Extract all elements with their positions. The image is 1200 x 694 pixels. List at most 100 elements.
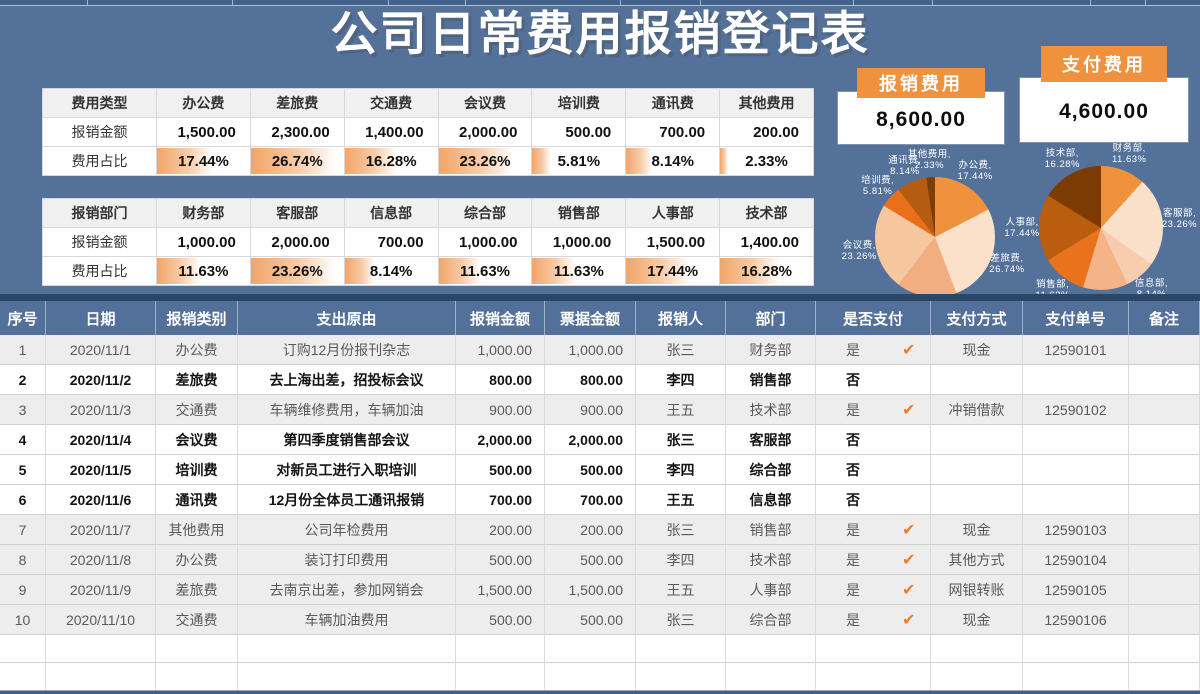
cell-date-row5[interactable]: 2020/11/5 — [46, 455, 156, 485]
cell-date-row10[interactable]: 2020/11/10 — [46, 605, 156, 635]
category-percent-6[interactable]: 2.33% — [720, 147, 813, 175]
empty-cell-voucher[interactable] — [1023, 635, 1129, 663]
department-percent-5[interactable]: 17.44% — [626, 257, 720, 285]
cell-paid-row2[interactable]: 否 — [816, 365, 931, 395]
category-amount-0[interactable]: 1,500.00 — [157, 118, 250, 146]
cell-date-row9[interactable]: 2020/11/9 — [46, 575, 156, 605]
cell-reason-row10[interactable]: 车辆加油费用 — [238, 605, 456, 635]
cell-category-row1[interactable]: 办公费 — [156, 335, 238, 365]
cell-method-row10[interactable]: 现金 — [931, 605, 1023, 635]
cell-reason-row2[interactable]: 去上海出差，招投标会议 — [238, 365, 456, 395]
cell-reason-row3[interactable]: 车辆维修费用，车辆加油 — [238, 395, 456, 425]
cell-amount-row3[interactable]: 900.00 — [456, 395, 545, 425]
cell-reason-row1[interactable]: 订购12月份报刊杂志 — [238, 335, 456, 365]
cell-method-row6[interactable] — [931, 485, 1023, 515]
cell-paid-row10[interactable]: 是 ✔ — [816, 605, 931, 635]
cell-dept-row8[interactable]: 技术部 — [726, 545, 816, 575]
department-percent-0[interactable]: 11.63% — [157, 257, 250, 285]
column-header-person[interactable]: 报销人 — [636, 301, 726, 335]
cell-person-row4[interactable]: 张三 — [636, 425, 726, 455]
category-corner-header[interactable]: 费用类型 — [43, 89, 156, 117]
empty-cell-amount[interactable] — [456, 663, 545, 691]
category-col-header-2[interactable]: 交通费 — [344, 89, 438, 117]
cell-amount-row8[interactable]: 500.00 — [456, 545, 545, 575]
cell-paid-row3[interactable]: 是 ✔ — [816, 395, 931, 425]
cell-voucher-row4[interactable] — [1023, 425, 1129, 455]
department-percent-row-label[interactable]: 费用占比 — [43, 257, 156, 285]
category-amount-5[interactable]: 700.00 — [626, 118, 720, 146]
cell-amount-row1[interactable]: 1,000.00 — [456, 335, 545, 365]
cell-invoice-row7[interactable]: 200.00 — [545, 515, 636, 545]
department-col-header-1[interactable]: 客服部 — [250, 199, 344, 227]
column-header-invoice[interactable]: 票据金额 — [545, 301, 636, 335]
cell-note-row5[interactable] — [1129, 455, 1200, 485]
category-amount-4[interactable]: 500.00 — [532, 118, 626, 146]
category-percent-3[interactable]: 23.26% — [438, 147, 532, 175]
cell-note-row10[interactable] — [1129, 605, 1200, 635]
column-header-category[interactable]: 报销类别 — [156, 301, 238, 335]
cell-voucher-row9[interactable]: 12590105 — [1023, 575, 1129, 605]
cell-voucher-row1[interactable]: 12590101 — [1023, 335, 1129, 365]
department-amount-5[interactable]: 1,500.00 — [626, 228, 720, 256]
cell-note-row4[interactable] — [1129, 425, 1200, 455]
cell-category-row8[interactable]: 办公费 — [156, 545, 238, 575]
department-amount-row-label[interactable]: 报销金额 — [43, 228, 156, 256]
cell-no-row5[interactable]: 5 — [0, 455, 46, 485]
department-col-header-3[interactable]: 综合部 — [438, 199, 532, 227]
department-amount-6[interactable]: 1,400.00 — [720, 228, 813, 256]
cell-category-row7[interactable]: 其他费用 — [156, 515, 238, 545]
cell-voucher-row5[interactable] — [1023, 455, 1129, 485]
empty-cell-note[interactable] — [1129, 635, 1200, 663]
cell-dept-row2[interactable]: 销售部 — [726, 365, 816, 395]
cell-date-row8[interactable]: 2020/11/8 — [46, 545, 156, 575]
cell-paid-row4[interactable]: 否 — [816, 425, 931, 455]
empty-cell-category[interactable] — [156, 663, 238, 691]
empty-cell-dept[interactable] — [726, 663, 816, 691]
cell-person-row8[interactable]: 李四 — [636, 545, 726, 575]
category-col-header-5[interactable]: 通讯费 — [626, 89, 720, 117]
category-col-header-1[interactable]: 差旅费 — [250, 89, 344, 117]
cell-category-row2[interactable]: 差旅费 — [156, 365, 238, 395]
cell-method-row9[interactable]: 网银转账 — [931, 575, 1023, 605]
cell-method-row7[interactable]: 现金 — [931, 515, 1023, 545]
cell-invoice-row6[interactable]: 700.00 — [545, 485, 636, 515]
empty-cell-invoice[interactable] — [545, 635, 636, 663]
cell-dept-row7[interactable]: 销售部 — [726, 515, 816, 545]
department-percent-3[interactable]: 11.63% — [438, 257, 532, 285]
column-header-reason[interactable]: 支出原由 — [238, 301, 456, 335]
department-amount-0[interactable]: 1,000.00 — [157, 228, 250, 256]
cell-person-row6[interactable]: 王五 — [636, 485, 726, 515]
cell-date-row1[interactable]: 2020/11/1 — [46, 335, 156, 365]
cell-no-row10[interactable]: 10 — [0, 605, 46, 635]
cell-note-row9[interactable] — [1129, 575, 1200, 605]
cell-amount-row10[interactable]: 500.00 — [456, 605, 545, 635]
cell-person-row1[interactable]: 张三 — [636, 335, 726, 365]
cell-dept-row10[interactable]: 综合部 — [726, 605, 816, 635]
empty-cell-no[interactable] — [0, 635, 46, 663]
empty-cell-paid[interactable] — [816, 663, 931, 691]
cell-paid-row8[interactable]: 是 ✔ — [816, 545, 931, 575]
department-col-header-6[interactable]: 技术部 — [720, 199, 813, 227]
cell-no-row8[interactable]: 8 — [0, 545, 46, 575]
cell-voucher-row8[interactable]: 12590104 — [1023, 545, 1129, 575]
category-col-header-4[interactable]: 培训费 — [532, 89, 626, 117]
cell-voucher-row7[interactable]: 12590103 — [1023, 515, 1129, 545]
cell-reason-row6[interactable]: 12月份全体员工通讯报销 — [238, 485, 456, 515]
cell-invoice-row9[interactable]: 1,500.00 — [545, 575, 636, 605]
category-percent-row-label[interactable]: 费用占比 — [43, 147, 156, 175]
cell-no-row4[interactable]: 4 — [0, 425, 46, 455]
cell-method-row4[interactable] — [931, 425, 1023, 455]
category-percent-2[interactable]: 16.28% — [344, 147, 438, 175]
category-amount-2[interactable]: 1,400.00 — [344, 118, 438, 146]
cell-person-row7[interactable]: 张三 — [636, 515, 726, 545]
cell-person-row10[interactable]: 张三 — [636, 605, 726, 635]
empty-cell-note[interactable] — [1129, 663, 1200, 691]
cell-note-row6[interactable] — [1129, 485, 1200, 515]
cell-note-row7[interactable] — [1129, 515, 1200, 545]
category-percent-5[interactable]: 8.14% — [626, 147, 720, 175]
cell-note-row2[interactable] — [1129, 365, 1200, 395]
cell-paid-row9[interactable]: 是 ✔ — [816, 575, 931, 605]
department-col-header-0[interactable]: 财务部 — [157, 199, 250, 227]
cell-amount-row4[interactable]: 2,000.00 — [456, 425, 545, 455]
department-percent-4[interactable]: 11.63% — [532, 257, 626, 285]
